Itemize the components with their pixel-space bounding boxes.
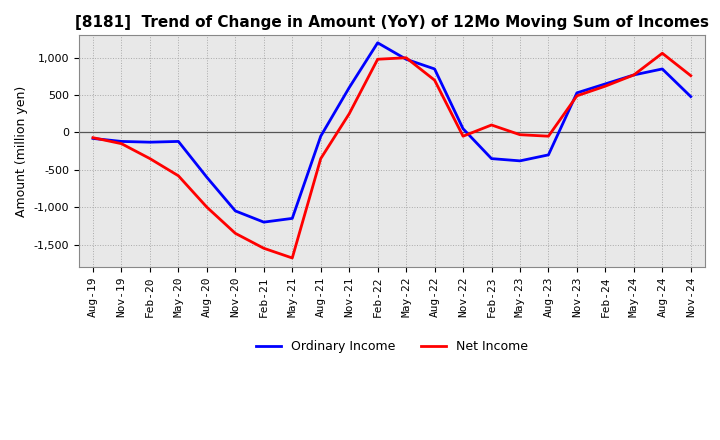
Ordinary Income [374,40,382,45]
Line: Ordinary Income: Ordinary Income [93,43,690,222]
Net Income [572,93,581,99]
Net Income [89,135,97,140]
Ordinary Income [431,66,439,72]
Net Income [202,205,211,210]
Net Income [374,57,382,62]
Net Income [345,111,354,117]
Ordinary Income [629,72,638,77]
Ordinary Income [288,216,297,221]
Ordinary Income [231,208,240,213]
Net Income [259,246,268,251]
Ordinary Income [202,175,211,180]
Net Income [459,134,467,139]
Ordinary Income [117,139,126,144]
Net Income [402,55,410,60]
Net Income [145,156,154,161]
Net Income [431,77,439,83]
Title: [8181]  Trend of Change in Amount (YoY) of 12Mo Moving Sum of Incomes: [8181] Trend of Change in Amount (YoY) o… [75,15,709,30]
Legend: Ordinary Income, Net Income: Ordinary Income, Net Income [251,335,533,358]
Net Income [601,84,610,89]
Ordinary Income [402,57,410,62]
Net Income [288,255,297,260]
Ordinary Income [316,134,325,139]
Ordinary Income [658,66,667,72]
Ordinary Income [259,220,268,225]
Ordinary Income [145,139,154,145]
Net Income [231,231,240,236]
Ordinary Income [601,81,610,87]
Net Income [174,173,183,179]
Net Income [117,141,126,147]
Ordinary Income [89,136,97,141]
Net Income [686,73,695,78]
Net Income [316,156,325,161]
Net Income [629,72,638,77]
Ordinary Income [544,152,553,158]
Ordinary Income [516,158,524,164]
Ordinary Income [686,94,695,99]
Net Income [544,134,553,139]
Ordinary Income [572,90,581,95]
Ordinary Income [174,139,183,144]
Ordinary Income [345,85,354,90]
Ordinary Income [487,156,496,161]
Line: Net Income: Net Income [93,53,690,258]
Y-axis label: Amount (million yen): Amount (million yen) [15,85,28,217]
Net Income [516,132,524,137]
Net Income [658,51,667,56]
Ordinary Income [459,126,467,132]
Net Income [487,122,496,128]
